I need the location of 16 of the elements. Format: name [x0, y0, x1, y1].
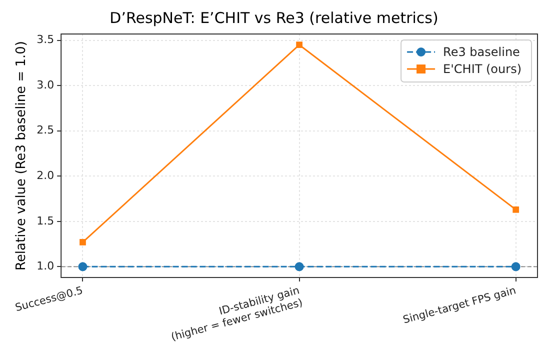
- y-tick-label: 2.0: [36, 169, 54, 182]
- point: [78, 262, 88, 272]
- point: [80, 239, 86, 246]
- point: [511, 262, 520, 272]
- legend-label: Re3 baseline: [443, 45, 520, 60]
- y-tick-label: 3.5: [36, 33, 54, 46]
- y-tick-label: 1.5: [36, 214, 54, 228]
- y-tick-label: 3.0: [36, 78, 54, 92]
- point: [512, 206, 520, 213]
- y-tick-label: 2.5: [36, 124, 54, 137]
- y-tick-label: 1.0: [36, 260, 54, 273]
- legend-label: E'CHIT (ours): [443, 62, 522, 76]
- y-axis-title: Relative value (Re3 baseline = 1.0): [14, 41, 30, 271]
- point: [296, 42, 302, 48]
- chart-title: D’RespNeT: E’CHIT vs Re3 (relative metrics): [110, 8, 438, 27]
- point: [294, 262, 304, 272]
